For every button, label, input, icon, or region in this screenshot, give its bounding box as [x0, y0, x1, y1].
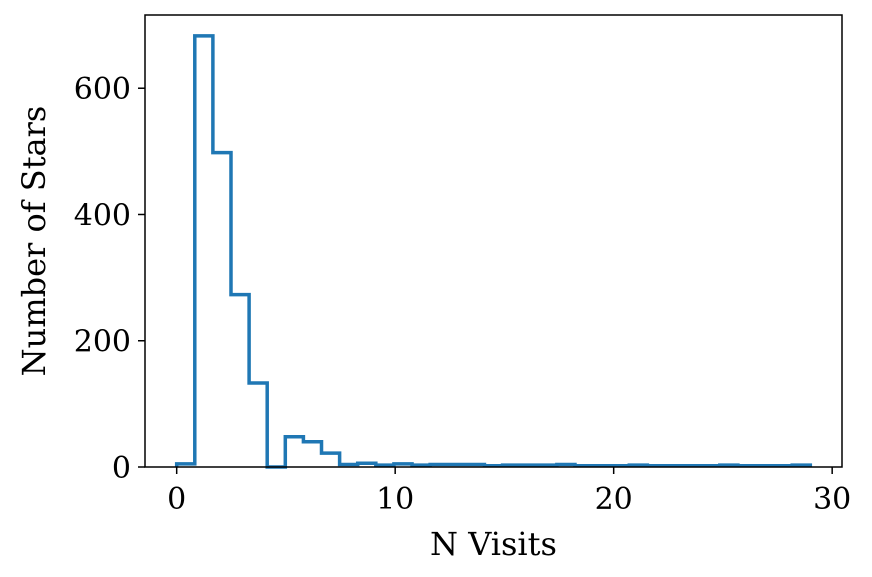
- y-tick-label: 0: [112, 451, 131, 486]
- histogram-step-line: [174, 34, 813, 469]
- x-axis-label: N Visits: [430, 525, 557, 563]
- plot-frame: [144, 14, 843, 468]
- histogram-bin: [231, 295, 249, 467]
- histogram-bin: [195, 36, 213, 467]
- x-tick-label: 20: [595, 482, 633, 517]
- histogram-bin: [285, 437, 303, 467]
- x-tick-label: 0: [167, 482, 186, 517]
- y-axis-ticks: 0 200 400 600: [74, 72, 145, 486]
- y-axis-label: Number of Stars: [15, 106, 53, 377]
- y-tick-label: 400: [74, 198, 131, 233]
- x-tick-label: 30: [813, 482, 851, 517]
- x-axis-ticks: 0 10 20 30: [167, 467, 851, 517]
- x-tick-label: 10: [376, 482, 414, 517]
- histogram-bin: [249, 383, 267, 467]
- y-tick-label: 200: [74, 325, 131, 360]
- histogram-bin: [303, 442, 321, 467]
- histogram-bin: [322, 453, 340, 467]
- histogram-bin: [213, 153, 231, 467]
- histogram-series: [174, 34, 813, 469]
- y-tick-label: 600: [74, 72, 131, 107]
